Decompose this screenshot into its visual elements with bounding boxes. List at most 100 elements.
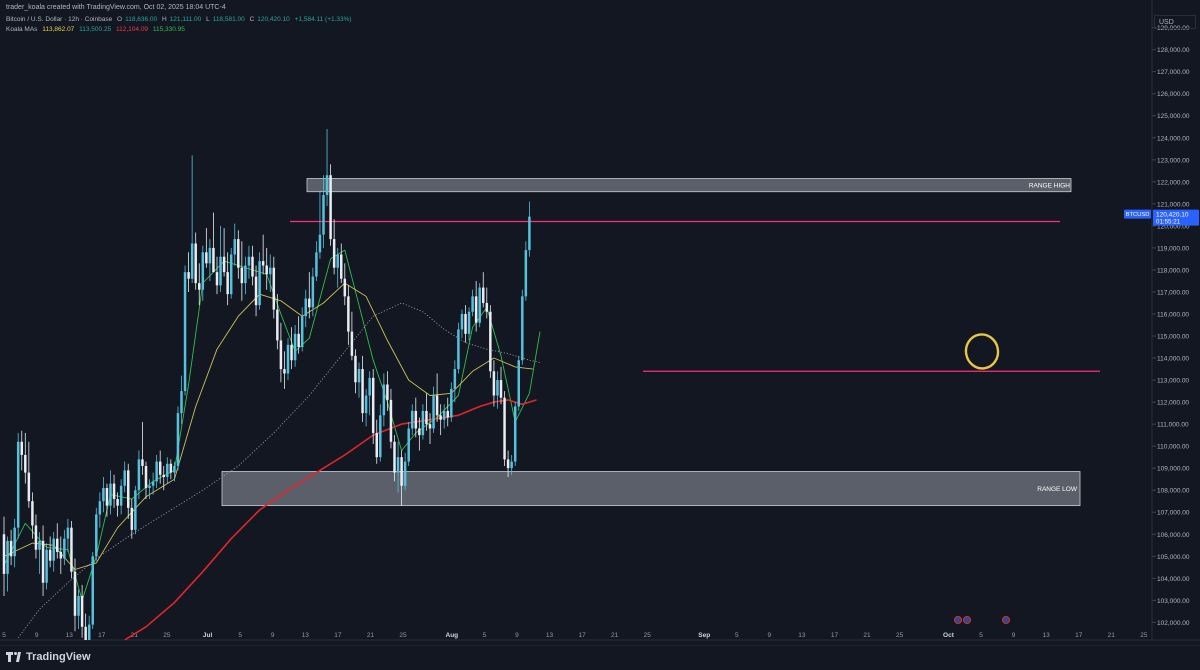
candle-body (158, 461, 162, 475)
candle-body (205, 252, 208, 264)
time-axis-label: 13 (1043, 632, 1051, 639)
candle-body (52, 538, 55, 561)
moving-average-line (3, 282, 533, 570)
time-axis-label: 9 (515, 632, 519, 639)
time-axis-label: 25 (896, 632, 904, 639)
candle-body (63, 538, 66, 559)
candle-body (322, 195, 325, 235)
price-axis-label: 106,000.00 (1157, 532, 1190, 539)
price-axis-label: 103,000.00 (1157, 598, 1190, 605)
candle-body (272, 267, 276, 310)
candle-body (87, 624, 91, 640)
candle-body (240, 267, 244, 284)
candle-body (166, 463, 169, 477)
range-high-label: RANGE HIGH (1029, 183, 1070, 190)
time-axis-label: 25 (644, 632, 652, 639)
candle-body (48, 549, 52, 561)
price-axis-label: 110,000.00 (1157, 444, 1189, 451)
candle-body (393, 441, 396, 473)
range-low-label: RANGE LOW (1037, 486, 1078, 493)
candle-body (467, 311, 471, 334)
price-axis-label: 102,000.00 (1157, 620, 1190, 627)
candle-body (38, 540, 41, 550)
candle-body (34, 525, 38, 550)
candle-body (304, 298, 307, 317)
candle-body (478, 287, 481, 323)
price-tag-symbol: BTCUSD (1126, 212, 1150, 218)
legend-ma-value: 113,862.07 (42, 26, 75, 33)
candle-body (98, 501, 102, 515)
candle-body (411, 410, 414, 429)
candle-body (371, 377, 375, 433)
candle-body (9, 540, 13, 557)
candle-body (276, 309, 279, 341)
candle-body (201, 252, 205, 290)
candle-body (222, 256, 226, 273)
legend-ma-value: 112,104.09 (116, 26, 149, 33)
candle-body (130, 507, 134, 530)
candle-body (297, 333, 300, 348)
legend-high-label: H (161, 16, 167, 23)
candle-body (368, 377, 371, 396)
candle-body (265, 265, 268, 275)
candle-body (190, 243, 194, 279)
candle-body (123, 470, 126, 486)
footer-bar: TradingView (0, 645, 1200, 670)
time-axis-label: 13 (66, 632, 74, 639)
time-axis-label: Sep (698, 632, 710, 639)
candle-body (414, 410, 418, 429)
candle-body (215, 272, 219, 286)
moving-average-line (3, 249, 541, 601)
candle-body (219, 256, 222, 286)
candle-body (20, 441, 23, 455)
candle-body (435, 395, 439, 416)
legend-open: 118,636.00 (125, 16, 158, 23)
time-axis-label: 21 (611, 632, 619, 639)
candle-body (229, 254, 233, 295)
candle-body (528, 216, 531, 251)
candle-body (24, 454, 27, 473)
candle-body (144, 465, 148, 489)
price-axis-label: 127,000.00 (1157, 69, 1190, 76)
time-axis-label: 21 (863, 632, 871, 639)
candle-body (379, 415, 382, 458)
chart-legend: Bitcoin / U.S. Dollar · 12h · Coinbase O… (6, 15, 355, 35)
candle-body (148, 485, 151, 489)
legend-open-label: O (117, 16, 123, 23)
legend-close-label: C (249, 16, 255, 23)
time-axis-label: 17 (578, 632, 586, 639)
candle-body (70, 527, 73, 572)
candle-body (84, 626, 87, 640)
candle-body (180, 391, 183, 414)
currency-selector[interactable]: USD (1154, 15, 1196, 29)
time-axis-label: 9 (35, 632, 39, 639)
candle-body (446, 410, 449, 418)
candle-body (485, 302, 489, 312)
candle-body (450, 388, 453, 418)
candle-body (332, 239, 336, 268)
candle-body (471, 296, 474, 312)
candle-body (2, 534, 6, 574)
candle-body (183, 272, 187, 392)
tradingview-logo[interactable]: TradingView (6, 651, 91, 663)
time-axis-label: 17 (831, 632, 839, 639)
candle-body (119, 485, 123, 506)
candle-body (31, 501, 34, 526)
candle-body (283, 369, 286, 374)
candle-body (382, 384, 386, 416)
candle-body (513, 406, 517, 462)
legend-close: 120,420.10 (257, 16, 290, 23)
legend-ma-row: Koala MAs 113,862.07 113,500.25 112,104.… (6, 25, 355, 35)
price-axis-label: 107,000.00 (1157, 510, 1190, 517)
price-axis-label: 104,000.00 (1157, 576, 1190, 583)
candle-body (311, 276, 315, 308)
price-tag-symbol-box (1124, 209, 1151, 219)
candle-body (162, 474, 165, 477)
time-axis-label: 21 (367, 632, 375, 639)
candle-body (102, 488, 105, 502)
time-axis-label: 9 (768, 632, 772, 639)
legend-ma-label: Koala MAs (6, 26, 38, 33)
price-axis-label: 116,000.00 (1157, 311, 1189, 318)
